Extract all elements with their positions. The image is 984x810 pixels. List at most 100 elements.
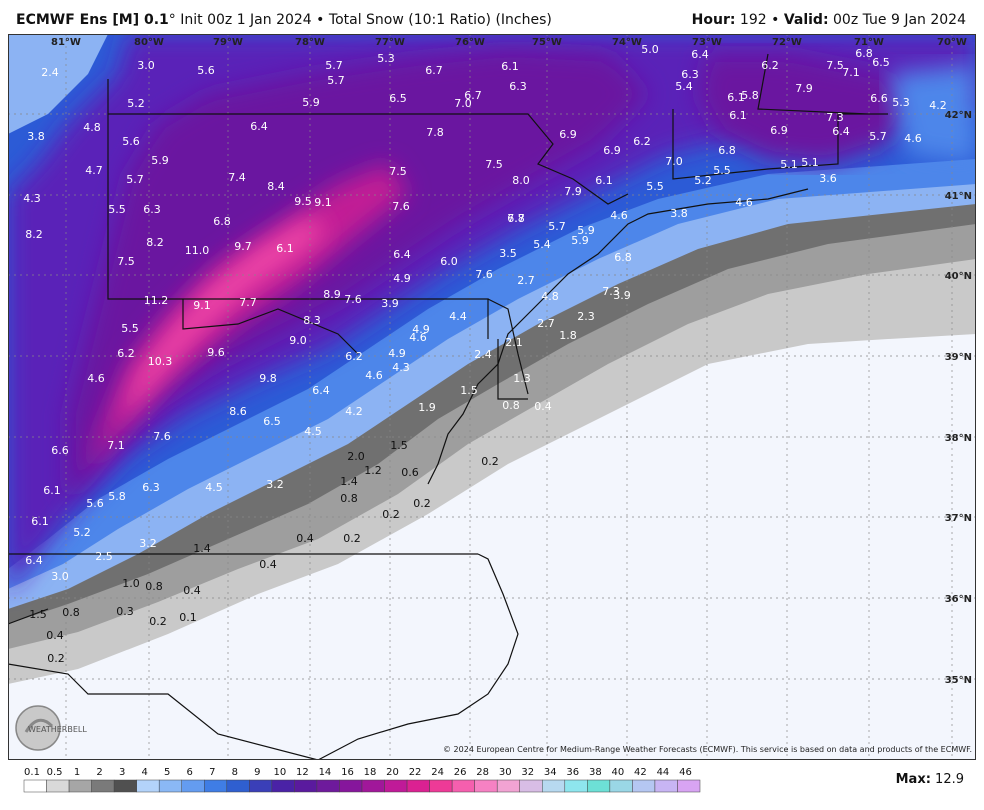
colorbar-label: 32 — [521, 767, 534, 778]
snow-amount-label: 5.0 — [641, 43, 659, 56]
colorbar-swatch — [114, 780, 137, 792]
snow-amount-label: 6.9 — [559, 128, 577, 141]
snow-amount-label: 7.7 — [239, 296, 257, 309]
colorbar-label: 26 — [454, 767, 467, 778]
snow-amount-label: 5.9 — [302, 96, 320, 109]
snow-amount-label: 5.1 — [780, 158, 798, 171]
colorbar-label: 42 — [634, 767, 647, 778]
colorbar-swatch — [452, 780, 475, 792]
snow-amount-label: 7.6 — [392, 200, 410, 213]
colorbar-swatch — [632, 780, 655, 792]
snow-amount-label: 5.6 — [86, 497, 104, 510]
colorbar-label: 12 — [296, 767, 309, 778]
snow-amount-label: 8.4 — [267, 180, 285, 193]
snow-amount-label: 2.4 — [41, 66, 59, 79]
colorbar-swatch — [565, 780, 588, 792]
snow-amount-label: 8.0 — [512, 174, 530, 187]
colorbar-label: 5 — [164, 767, 170, 778]
snow-amount-label: 5.7 — [869, 130, 887, 143]
snow-amount-label: 6.6 — [51, 444, 69, 457]
snow-amount-label: 5.3 — [892, 96, 910, 109]
colorbar-swatch — [249, 780, 272, 792]
snow-amount-label: 6.1 — [729, 109, 747, 122]
snow-amount-label: 1.4 — [340, 475, 358, 488]
colorbar-swatch — [677, 780, 700, 792]
snow-amount-label: 4.6 — [87, 372, 105, 385]
snow-amount-label: 4.3 — [392, 361, 410, 374]
snow-amount-label: 0.1 — [179, 611, 197, 624]
colorbar-label: 14 — [319, 767, 332, 778]
colorbar-label: 46 — [679, 767, 692, 778]
snow-amount-label: 6.5 — [389, 92, 407, 105]
snow-amount-label: 5.2 — [73, 526, 91, 539]
colorbar-label: 40 — [611, 767, 624, 778]
snow-amount-label: 5.9 — [151, 154, 169, 167]
snow-amount-label: 6.2 — [761, 59, 779, 72]
lat-label: 42°N — [945, 110, 972, 121]
colorbar-label: 0.5 — [47, 767, 63, 778]
snow-amount-label: 2.0 — [347, 450, 365, 463]
snow-amount-label: 3.8 — [27, 130, 45, 143]
snow-amount-label: 9.1 — [314, 196, 332, 209]
snow-amount-label: 6.1 — [31, 515, 49, 528]
snow-amount-label: 6.4 — [691, 48, 709, 61]
snow-amount-label: 3.5 — [499, 247, 517, 260]
snow-amount-label: 9.0 — [289, 334, 307, 347]
colorbar-swatch — [24, 780, 47, 792]
snow-amount-label: 6.4 — [250, 120, 268, 133]
lat-label: 35°N — [945, 675, 972, 686]
snow-amount-label: 6.3 — [509, 80, 527, 93]
snow-amount-label: 7.3 — [826, 111, 844, 124]
snow-amount-label: 9.6 — [207, 346, 225, 359]
snow-amount-label: 7.5 — [117, 255, 135, 268]
colorbar-label: 28 — [476, 767, 489, 778]
snow-amount-label: 4.8 — [83, 121, 101, 134]
snow-amount-label: 6.4 — [312, 384, 330, 397]
colorbar-swatch — [317, 780, 340, 792]
snow-amount-label: 4.6 — [735, 196, 753, 209]
snow-amount-label: 0.8 — [145, 580, 163, 593]
colorbar-swatch — [92, 780, 115, 792]
colorbar-swatch — [497, 780, 520, 792]
snow-amount-label: 5.5 — [713, 164, 731, 177]
snow-amount-label: 3.6 — [819, 172, 837, 185]
lat-label: 40°N — [945, 271, 972, 282]
bullet: • — [316, 12, 324, 28]
snow-amount-label: 6.8 — [855, 47, 873, 60]
snow-amount-label: 7.5 — [826, 59, 844, 72]
max-value: Max: 12.9 — [896, 772, 964, 787]
colorbar-swatch — [204, 780, 227, 792]
degree-sign: ° — [169, 12, 176, 28]
snow-amount-label: 5.6 — [197, 64, 215, 77]
snow-amount-label: 5.1 — [801, 156, 819, 169]
snow-amount-label: 3.2 — [139, 537, 157, 550]
colorbar-label: 9 — [254, 767, 260, 778]
snow-amount-label: 7.0 — [454, 97, 472, 110]
colorbar-swatch — [159, 780, 182, 792]
snow-amount-label: 4.7 — [85, 164, 103, 177]
snow-amount-label: 1.3 — [513, 372, 531, 385]
colorbar-label: 1 — [74, 767, 80, 778]
snow-amount-label: 0.8 — [62, 606, 80, 619]
snow-amount-label: 4.6 — [365, 369, 383, 382]
lon-label: 80°W — [134, 37, 164, 48]
snow-amount-label: 6.9 — [603, 144, 621, 157]
snow-amount-label: 0.8 — [502, 399, 520, 412]
snow-amount-label: 10.3 — [148, 355, 173, 368]
snow-amount-label: 9.7 — [234, 240, 252, 253]
lat-label: 36°N — [945, 594, 972, 605]
snow-amount-label: 7.5 — [485, 158, 503, 171]
snow-amount-label: 11.0 — [185, 244, 210, 257]
max-label: Max: — [896, 772, 931, 787]
snow-amount-label: 5.2 — [694, 174, 712, 187]
snow-amount-label: 0.4 — [296, 532, 314, 545]
snow-amount-label: 7.6 — [153, 430, 171, 443]
colorbar-swatch — [475, 780, 498, 792]
colorbar-swatch — [587, 780, 610, 792]
snow-amount-label: 6.7 — [507, 212, 525, 225]
snow-amount-label: 0.4 — [534, 400, 552, 413]
snow-amount-label: 2.1 — [505, 336, 523, 349]
lon-label: 78°W — [295, 37, 325, 48]
